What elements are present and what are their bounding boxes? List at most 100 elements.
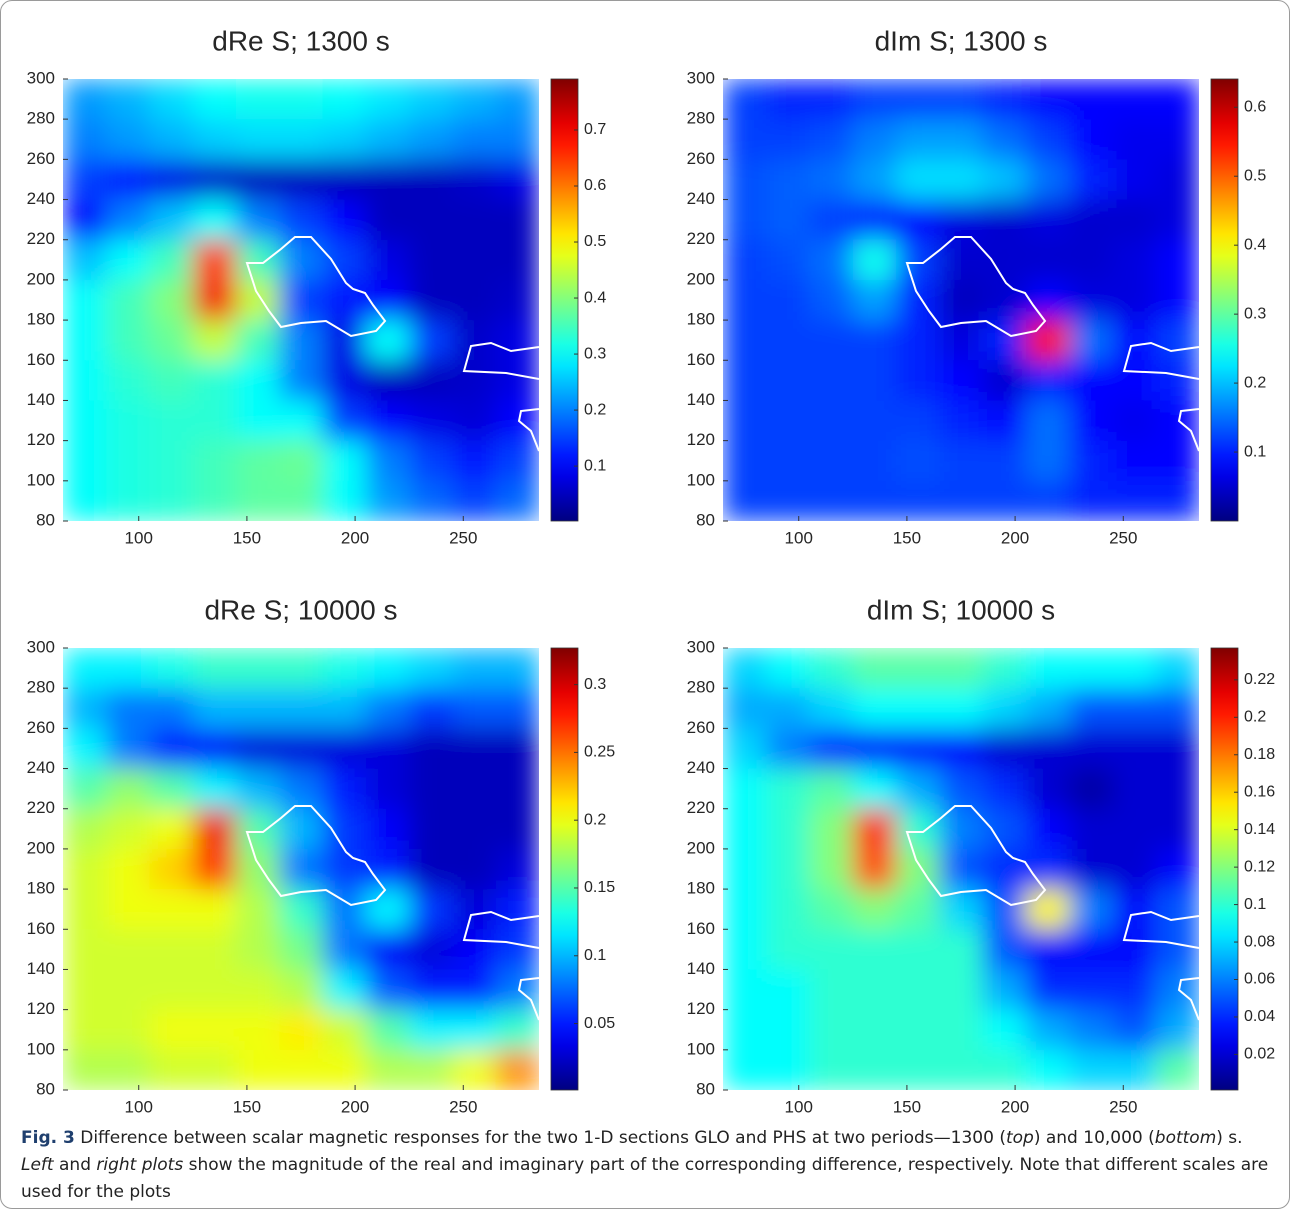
panel: dIm S; 1300 s 100 150 200 250 80 100 120 140 160 1… <box>687 25 1267 547</box>
y-tick-label: 200 <box>27 269 55 288</box>
heatmap-cell <box>452 360 497 402</box>
heatmap-cell <box>452 400 497 442</box>
heatmap-cell <box>1025 480 1070 521</box>
heatmap-cell <box>365 440 410 482</box>
y-tick-label: 120 <box>27 999 55 1018</box>
colorbar-tick-label: 0.5 <box>584 233 606 250</box>
heatmap-cell <box>723 199 767 241</box>
heatmap-cell <box>452 199 497 241</box>
heatmap-cell <box>723 1049 767 1090</box>
heatmap-cell <box>63 159 107 201</box>
heatmap-cell <box>149 159 194 201</box>
heatmap-cell <box>1069 728 1114 770</box>
panel: dIm S; 10000 s 100 150 200 250 80 100 120 140 160… <box>687 594 1276 1116</box>
heatmap-cell <box>495 279 539 321</box>
heatmap-cell <box>1155 648 1199 689</box>
x-tick-label: 100 <box>125 528 153 547</box>
caption-label: Fig. 3 <box>21 1128 75 1148</box>
heatmap-cell <box>852 768 897 810</box>
heatmap-cell <box>766 648 811 689</box>
heatmap-cell <box>279 279 324 321</box>
colorbar-tick-label: 0.2 <box>584 401 606 418</box>
heatmap-cell <box>106 1009 151 1051</box>
y-tick-label: 100 <box>27 1039 55 1058</box>
heatmap-cell <box>236 889 280 930</box>
colorbar-tick-label: 0.14 <box>1244 821 1275 838</box>
heatmap-cell <box>809 440 854 482</box>
heatmap-cell <box>63 199 107 241</box>
y-tick-label: 280 <box>27 109 55 128</box>
heatmap-cell <box>809 1049 854 1090</box>
heatmap-cell <box>982 199 1027 241</box>
heatmap-cell <box>149 1049 194 1090</box>
heatmap-cell <box>409 440 454 482</box>
heatmap-cell <box>1112 969 1157 1011</box>
heatmap-cell <box>106 199 151 241</box>
heatmap-cell <box>236 79 280 120</box>
heatmap-cell <box>723 768 767 810</box>
heatmap-cell <box>279 199 324 241</box>
heatmap-cell <box>409 768 454 810</box>
heatmap-cell <box>982 688 1027 729</box>
heatmap-cell <box>982 239 1027 281</box>
heatmap-cell <box>1112 1049 1157 1090</box>
heatmap-cell <box>452 119 497 160</box>
heatmap-cell <box>409 808 454 850</box>
heatmap-cell <box>106 768 151 810</box>
heatmap-cell <box>1155 360 1199 402</box>
heatmap-cell <box>1155 279 1199 321</box>
heatmap-cell <box>723 929 767 971</box>
heatmap-cell <box>452 929 497 971</box>
chart-title: dIm S; 1300 s <box>875 25 1048 56</box>
colorbar-tick-label: 0.22 <box>1244 671 1275 688</box>
heatmap-cell <box>192 440 237 482</box>
heatmap-cell <box>1112 808 1157 850</box>
y-tick-label: 140 <box>687 390 715 409</box>
heatmap-cell <box>939 320 984 361</box>
colorbar-tick-label: 0.25 <box>584 744 615 761</box>
heatmap-cell <box>1025 969 1070 1011</box>
heatmap-cell <box>809 808 854 850</box>
heatmap-cell <box>279 79 324 120</box>
heatmap-cell <box>192 688 237 729</box>
heatmap-cell <box>896 728 940 770</box>
heatmap-cell <box>279 1049 324 1090</box>
heatmap-cell <box>192 320 237 361</box>
heatmap-cell <box>982 320 1027 361</box>
heatmap-cell <box>723 969 767 1011</box>
heatmap-cell <box>106 808 151 850</box>
x-tick-label: 200 <box>341 528 369 547</box>
heatmap-cell <box>766 728 811 770</box>
heatmap-cell <box>149 279 194 321</box>
plot-area <box>63 79 539 521</box>
heatmap-cell <box>149 728 194 770</box>
heatmap-cell <box>1069 768 1114 810</box>
heatmap-cell <box>149 199 194 241</box>
colorbar <box>1210 78 1239 522</box>
heatmap-cell <box>766 929 811 971</box>
heatmap-cell <box>982 440 1027 482</box>
heatmap-cell <box>365 808 410 850</box>
x-tick-label: 250 <box>449 528 477 547</box>
heatmap-cell <box>365 360 410 402</box>
colorbar-tick-label: 0.7 <box>584 121 606 138</box>
y-tick-label: 240 <box>687 189 715 208</box>
heatmap-cell <box>1025 79 1070 120</box>
heatmap-cell <box>63 848 107 890</box>
heatmap-cell <box>809 239 854 281</box>
heatmap-cell <box>852 159 897 201</box>
colorbar <box>1210 647 1239 1091</box>
heatmap-cell <box>809 848 854 890</box>
heatmap-cell <box>149 808 194 850</box>
heatmap-cell <box>1112 848 1157 890</box>
y-tick-label: 180 <box>687 879 715 898</box>
heatmap-cell <box>766 159 811 201</box>
colorbar-tick-label: 0.3 <box>584 676 606 693</box>
heatmap-cell <box>1112 889 1157 930</box>
heatmap-cell <box>1155 199 1199 241</box>
heatmap-cell <box>1112 199 1157 241</box>
heatmap-cell <box>809 969 854 1011</box>
heatmap-cell <box>939 79 984 120</box>
heatmap-cell <box>322 199 367 241</box>
heatmap-cell <box>939 400 984 442</box>
